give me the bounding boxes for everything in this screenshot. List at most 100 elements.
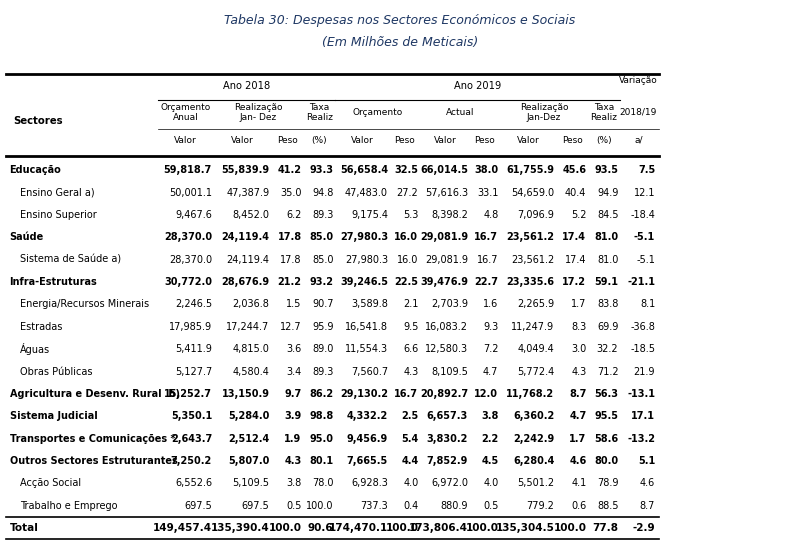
Text: 78.0: 78.0 [312, 478, 334, 488]
Text: 4,580.4: 4,580.4 [233, 367, 270, 377]
Text: 4.7: 4.7 [569, 411, 586, 421]
Text: 9.7: 9.7 [284, 389, 302, 399]
Text: 57,616.3: 57,616.3 [425, 188, 468, 198]
Text: Taxa
Realiz: Taxa Realiz [590, 103, 618, 122]
Text: 86.2: 86.2 [310, 389, 334, 399]
Text: Variação: Variação [619, 76, 658, 85]
Text: 93.5: 93.5 [594, 165, 618, 175]
Text: 0.4: 0.4 [403, 501, 418, 511]
Text: 5,807.0: 5,807.0 [228, 456, 270, 466]
Text: 7,665.5: 7,665.5 [346, 456, 388, 466]
Text: 5,411.9: 5,411.9 [175, 344, 212, 354]
Text: 1.7: 1.7 [569, 434, 586, 444]
Text: 80.0: 80.0 [594, 456, 618, 466]
Text: 3.4: 3.4 [286, 367, 302, 377]
Text: 69.9: 69.9 [597, 322, 618, 332]
Text: Valor: Valor [351, 136, 374, 145]
Text: 78.9: 78.9 [597, 478, 618, 488]
Text: 4.6: 4.6 [569, 456, 586, 466]
Text: 71.2: 71.2 [597, 367, 618, 377]
Text: Sectores: Sectores [14, 116, 63, 126]
Text: Águas: Águas [20, 343, 50, 355]
Text: 7.2: 7.2 [483, 344, 498, 354]
Text: 80.1: 80.1 [310, 456, 334, 466]
Text: 4.3: 4.3 [571, 367, 586, 377]
Text: 56,658.4: 56,658.4 [340, 165, 388, 175]
Text: 1.5: 1.5 [286, 299, 302, 310]
Text: 27,980.3: 27,980.3 [345, 255, 388, 265]
Text: 8.3: 8.3 [571, 322, 586, 332]
Text: 2,703.9: 2,703.9 [431, 299, 468, 310]
Text: 33.1: 33.1 [477, 188, 498, 198]
Text: 35.0: 35.0 [280, 188, 302, 198]
Text: Educação: Educação [10, 165, 62, 175]
Text: 100.0: 100.0 [306, 501, 334, 511]
Text: 3.9: 3.9 [284, 411, 302, 421]
Text: 2.2: 2.2 [481, 434, 498, 444]
Text: 9.5: 9.5 [403, 322, 418, 332]
Text: 4.3: 4.3 [403, 367, 418, 377]
Text: 5,284.0: 5,284.0 [228, 411, 270, 421]
Text: 90.6: 90.6 [308, 523, 334, 533]
Text: 100.0: 100.0 [386, 523, 418, 533]
Text: 12.7: 12.7 [280, 322, 302, 332]
Text: 28,676.9: 28,676.9 [222, 277, 270, 287]
Text: 84.5: 84.5 [597, 210, 618, 220]
Text: Ano 2019: Ano 2019 [454, 81, 502, 91]
Text: 2,036.8: 2,036.8 [233, 299, 270, 310]
Text: 3,830.2: 3,830.2 [426, 434, 468, 444]
Text: 4,815.0: 4,815.0 [233, 344, 270, 354]
Text: 17.1: 17.1 [631, 411, 655, 421]
Text: 2,242.9: 2,242.9 [513, 434, 554, 444]
Text: 12.0: 12.0 [474, 389, 498, 399]
Text: 779.2: 779.2 [526, 501, 554, 511]
Text: 7,852.9: 7,852.9 [426, 456, 468, 466]
Text: 4.4: 4.4 [401, 456, 418, 466]
Text: 54,659.0: 54,659.0 [511, 188, 554, 198]
Text: Outros Sectores Estruturantes: Outros Sectores Estruturantes [10, 456, 178, 466]
Text: Taxa
Realiz: Taxa Realiz [306, 103, 333, 122]
Text: 83.8: 83.8 [597, 299, 618, 310]
Text: 66,014.5: 66,014.5 [420, 165, 468, 175]
Text: 2.1: 2.1 [403, 299, 418, 310]
Text: Energia/Recursos Minerais: Energia/Recursos Minerais [20, 299, 149, 310]
Text: 95.0: 95.0 [310, 434, 334, 444]
Text: Valor: Valor [174, 136, 197, 145]
Text: 95.5: 95.5 [594, 411, 618, 421]
Text: 17,985.9: 17,985.9 [169, 322, 212, 332]
Text: 6,360.2: 6,360.2 [513, 411, 554, 421]
Text: 88.5: 88.5 [597, 501, 618, 511]
Text: Realização
Jan-Dez: Realização Jan-Dez [520, 103, 568, 122]
Text: 17.8: 17.8 [278, 232, 302, 243]
Text: -36.8: -36.8 [630, 322, 655, 332]
Text: 17,244.7: 17,244.7 [226, 322, 270, 332]
Text: 5,127.7: 5,127.7 [174, 367, 212, 377]
Text: 39,246.5: 39,246.5 [340, 277, 388, 287]
Text: 61,755.9: 61,755.9 [506, 165, 554, 175]
Text: 11,554.3: 11,554.3 [345, 344, 388, 354]
Text: 16,541.8: 16,541.8 [345, 322, 388, 332]
Text: 2,512.4: 2,512.4 [228, 434, 270, 444]
Text: (Em Milhões de Meticais): (Em Milhões de Meticais) [322, 36, 478, 49]
Text: 39,476.9: 39,476.9 [420, 277, 468, 287]
Text: 697.5: 697.5 [242, 501, 270, 511]
Text: 4.5: 4.5 [481, 456, 498, 466]
Text: 30,772.0: 30,772.0 [164, 277, 212, 287]
Text: 100.0: 100.0 [269, 523, 302, 533]
Text: 5.2: 5.2 [571, 210, 586, 220]
Text: Trabalho e Emprego: Trabalho e Emprego [20, 501, 118, 511]
Text: 9,456.9: 9,456.9 [346, 434, 388, 444]
Text: 9,467.6: 9,467.6 [175, 210, 212, 220]
Text: -5.1: -5.1 [636, 255, 655, 265]
Text: 9.3: 9.3 [483, 322, 498, 332]
Text: 8.1: 8.1 [640, 299, 655, 310]
Text: 20,892.7: 20,892.7 [420, 389, 468, 399]
Text: 5.3: 5.3 [403, 210, 418, 220]
Text: 4,332.2: 4,332.2 [346, 411, 388, 421]
Text: Infra-Estruturas: Infra-Estruturas [10, 277, 98, 287]
Text: 4.0: 4.0 [483, 478, 498, 488]
Text: 17.4: 17.4 [565, 255, 586, 265]
Text: 8.7: 8.7 [569, 389, 586, 399]
Text: 4,049.4: 4,049.4 [518, 344, 554, 354]
Text: 3.6: 3.6 [286, 344, 302, 354]
